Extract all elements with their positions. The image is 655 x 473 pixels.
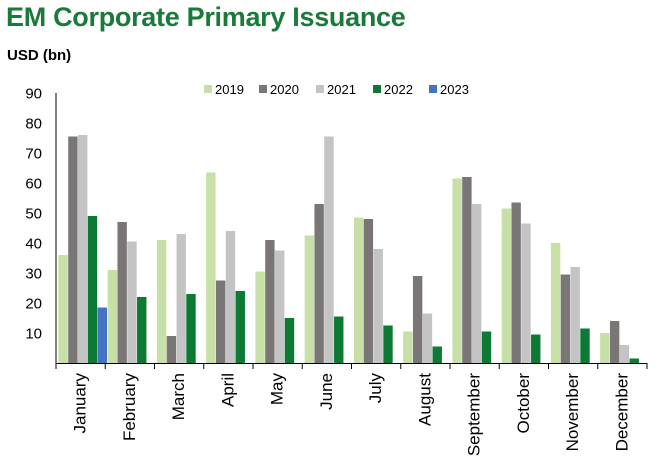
x-tick-label: March <box>169 373 188 420</box>
x-tick-labels: January February March April May June July Augu… <box>71 373 632 457</box>
x-tick-label: July <box>366 373 385 404</box>
y-tick-label: 80 <box>25 116 42 133</box>
bar-2023-january <box>97 307 107 363</box>
legend-label-2021: 2021 <box>327 82 356 97</box>
bar-2019-march <box>156 240 167 363</box>
bar-2019-april <box>206 172 216 363</box>
legend-swatch-2023 <box>429 85 437 93</box>
bar-2021-may <box>275 250 285 363</box>
bar-2020-october <box>511 202 521 363</box>
y-tick-labels: 10 20 30 40 50 60 70 80 90 <box>25 86 42 343</box>
bar-2020-february <box>117 222 127 363</box>
legend-swatch-2021 <box>316 85 324 93</box>
bar-2021-july <box>373 249 383 363</box>
bar-2019-may <box>255 271 265 363</box>
bar-2019-september <box>452 178 462 363</box>
x-tick-label: April <box>218 373 237 407</box>
bar-2020-november <box>560 274 571 363</box>
bar-2022-september <box>481 331 492 363</box>
x-tick-label: February <box>120 373 139 442</box>
x-tick-label: October <box>514 373 533 434</box>
y-tick-label: 50 <box>25 206 42 223</box>
bar-2022-july <box>383 325 393 363</box>
legend-label-2020: 2020 <box>270 82 299 97</box>
bar-2019-june <box>304 235 315 363</box>
bar-2022-october <box>531 334 541 363</box>
bar-2019-february <box>107 270 118 363</box>
y-axis-unit-label: USD (bn) <box>7 47 72 64</box>
bar-2019-november <box>550 243 561 363</box>
x-tick-label: September <box>465 373 484 456</box>
x-tick-label: January <box>71 373 90 434</box>
bar-2019-october <box>501 208 512 363</box>
bar-2020-may <box>265 240 275 363</box>
bar-2021-february <box>127 241 137 363</box>
bar-2022-february <box>137 297 147 363</box>
bar-2020-april <box>215 280 226 363</box>
bar-2019-january <box>58 255 68 363</box>
bar-2021-march <box>176 234 186 363</box>
bar-2022-march <box>186 294 196 363</box>
bar-2022-april <box>235 291 245 363</box>
bar-2021-january <box>78 135 88 363</box>
chart-title: EM Corporate Primary Issuance <box>6 2 406 32</box>
bar-2020-september <box>462 177 472 363</box>
x-tick-label: November <box>563 373 582 452</box>
bars-group <box>58 135 639 363</box>
bar-2022-november <box>580 328 590 363</box>
y-tick-label: 30 <box>25 266 42 283</box>
bar-2020-march <box>166 336 177 363</box>
bar-2020-january <box>68 136 78 363</box>
bar-2021-april <box>225 231 236 363</box>
bar-2022-june <box>334 316 344 363</box>
legend-label-2022: 2022 <box>384 82 413 97</box>
bar-2020-july <box>363 219 374 363</box>
axes-group <box>55 93 648 369</box>
bar-2020-august <box>412 276 423 363</box>
legend-swatch-2022 <box>373 85 381 93</box>
bar-2022-may <box>284 318 295 363</box>
y-tick-label: 40 <box>25 236 42 253</box>
bar-2021-december <box>619 345 630 363</box>
bar-2019-july <box>353 217 364 363</box>
bar-2021-october <box>521 223 531 363</box>
x-tick-label: May <box>268 373 287 406</box>
bar-2020-june <box>314 204 324 363</box>
bar-2019-december <box>600 333 610 363</box>
legend-swatch-2019 <box>204 85 212 93</box>
bar-2021-november <box>570 267 580 363</box>
y-tick-label: 90 <box>25 86 42 103</box>
bar-2021-september <box>472 204 482 363</box>
bar-2021-august <box>422 313 433 363</box>
y-tick-label: 70 <box>25 146 42 163</box>
bar-2021-june <box>324 136 334 363</box>
x-tick-label: June <box>317 373 336 410</box>
y-tick-label: 20 <box>25 296 42 313</box>
x-tick-label: August <box>415 373 434 426</box>
legend-swatch-2020 <box>259 85 267 93</box>
y-tick-label: 60 <box>25 176 42 193</box>
legend-label-2023: 2023 <box>440 82 469 97</box>
y-tick-label: 10 <box>25 326 42 343</box>
bar-2022-december <box>629 358 639 363</box>
legend-label-2019: 2019 <box>215 82 244 97</box>
bar-2020-december <box>609 321 620 363</box>
bar-2019-august <box>403 331 413 363</box>
bar-2022-august <box>432 346 442 363</box>
x-tick-label: December <box>612 373 631 452</box>
bar-2022-january <box>87 216 98 363</box>
legend: 2019 2020 2021 2022 2023 <box>204 82 469 97</box>
